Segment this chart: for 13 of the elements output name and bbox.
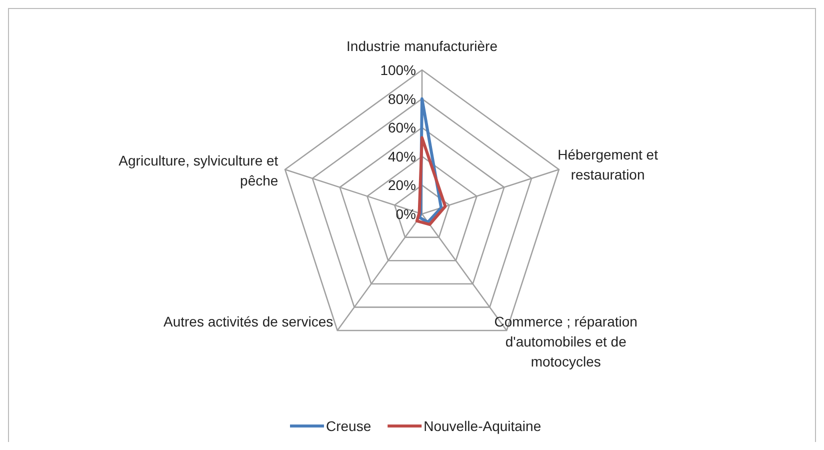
spoke-label: Industrie manufacturière xyxy=(346,38,498,54)
spoke-label: Commerce ; réparation d'automobiles et de motocycles xyxy=(494,313,638,370)
spoke-label: Autres activités de services xyxy=(164,313,334,330)
spoke-label: Agriculture, sylviculture et pêche xyxy=(118,152,278,188)
y-tick-label: 20% xyxy=(388,177,416,194)
y-tick-label: 0% xyxy=(396,206,416,222)
legend-label: Creuse xyxy=(326,418,372,434)
y-tick-label: 100% xyxy=(380,62,416,78)
y-tick-label: 80% xyxy=(388,90,416,107)
y-tick-label: 60% xyxy=(388,120,416,136)
legend-label: Nouvelle-Aquitaine xyxy=(424,418,542,434)
spoke-label: Hébergement et restauration xyxy=(558,146,658,182)
y-tick-label: 40% xyxy=(388,148,416,164)
